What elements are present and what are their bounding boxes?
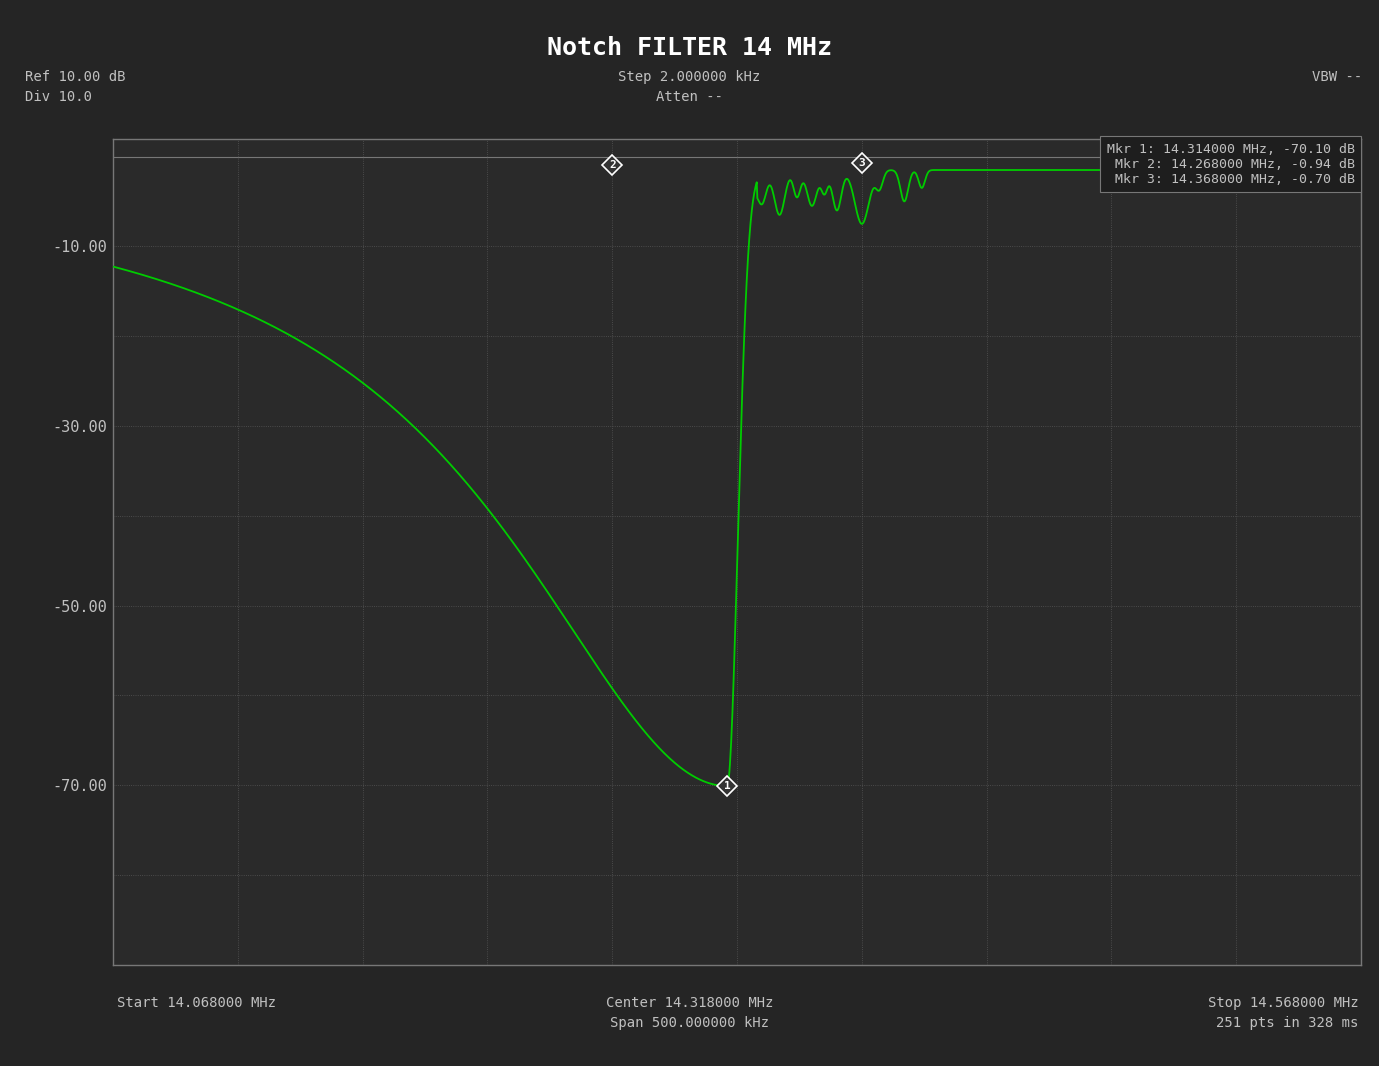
Text: 2: 2 [610, 160, 615, 169]
Text: Atten --: Atten -- [656, 90, 723, 103]
Text: VBW --: VBW -- [1313, 70, 1362, 84]
Text: 251 pts in 328 ms: 251 pts in 328 ms [1216, 1016, 1358, 1030]
Text: Notch FILTER 14 MHz: Notch FILTER 14 MHz [547, 36, 832, 61]
Text: Center 14.318000 MHz: Center 14.318000 MHz [605, 996, 774, 1010]
Text: 1: 1 [724, 781, 731, 791]
Text: Stop 14.568000 MHz: Stop 14.568000 MHz [1208, 996, 1358, 1010]
Text: Div 10.0: Div 10.0 [25, 90, 92, 103]
Text: Mkr 1: 14.314000 MHz, -70.10 dB
Mkr 2: 14.268000 MHz, -0.94 dB
Mkr 3: 14.368000 : Mkr 1: 14.314000 MHz, -70.10 dB Mkr 2: 1… [1107, 143, 1354, 185]
Text: 3: 3 [859, 158, 865, 167]
Text: Span 500.000000 kHz: Span 500.000000 kHz [610, 1016, 769, 1030]
Text: Step 2.000000 kHz: Step 2.000000 kHz [618, 70, 761, 84]
Text: Start 14.068000 MHz: Start 14.068000 MHz [117, 996, 276, 1010]
Text: Ref 10.00 dB: Ref 10.00 dB [25, 70, 125, 84]
